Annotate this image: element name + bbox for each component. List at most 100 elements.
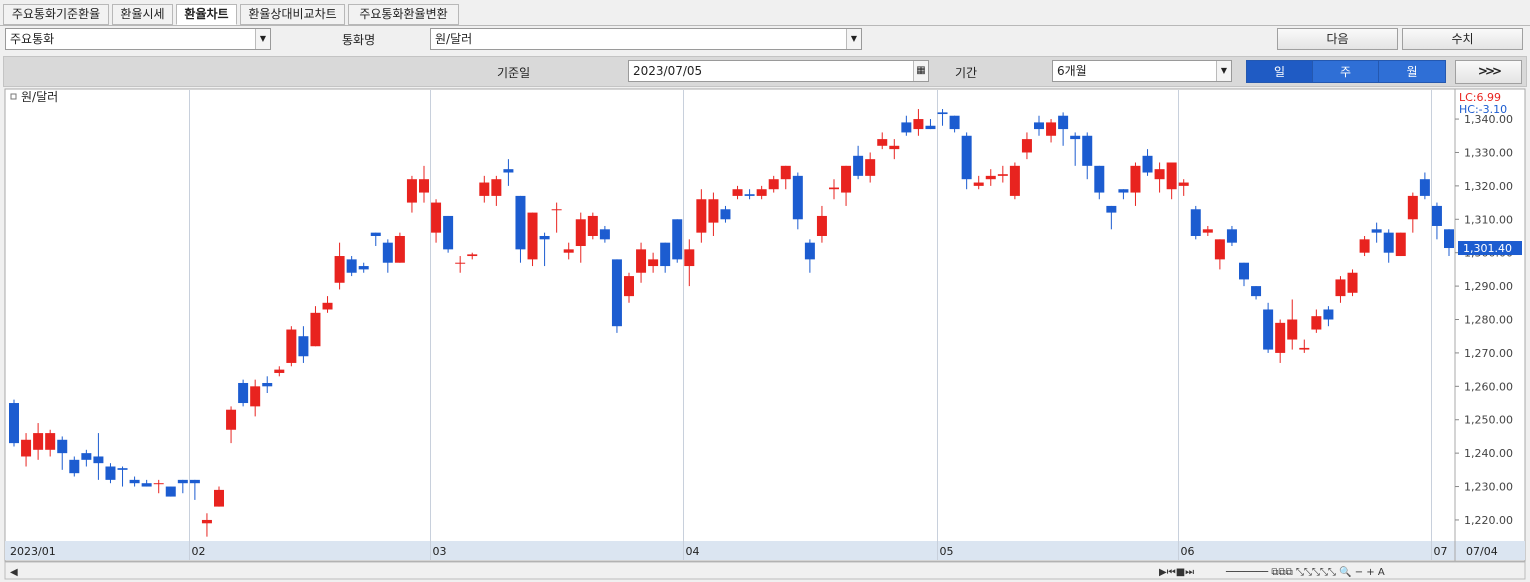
- period-button[interactable]: 월: [1378, 60, 1446, 83]
- candle-body: [768, 179, 779, 190]
- candle-body: [1130, 165, 1141, 193]
- y-tick-label: 1,270.00: [1464, 347, 1513, 360]
- candle-body: [1275, 322, 1286, 353]
- candle-body: [1419, 179, 1430, 196]
- candle-body: [45, 433, 56, 450]
- period-select[interactable]: 6개월 ▼: [1052, 60, 1232, 82]
- next-button[interactable]: 다음: [1277, 28, 1398, 50]
- candle-body: [696, 199, 707, 233]
- candle-body: [394, 235, 405, 263]
- y-tick-label: 1,310.00: [1464, 213, 1513, 226]
- values-button[interactable]: 수치: [1402, 28, 1523, 50]
- candle-body: [804, 242, 815, 260]
- candle-body: [672, 219, 683, 260]
- candle-body: [599, 229, 610, 240]
- y-tick-label: 1,220.00: [1464, 514, 1513, 527]
- x-tick-label: 04: [686, 545, 700, 558]
- scrollbar[interactable]: [4, 561, 1526, 580]
- select-text: 6개월: [1057, 64, 1087, 78]
- tab[interactable]: 환율상대비교차트: [240, 4, 345, 25]
- forward-button[interactable]: >>>: [1455, 60, 1522, 84]
- x-tick-label: 06: [1181, 545, 1195, 558]
- x-tick-label: 05: [940, 545, 954, 558]
- input-text: 2023/07/05: [633, 64, 703, 78]
- candle-body: [93, 456, 104, 464]
- candle-body: [1106, 205, 1117, 213]
- candle-body: [214, 489, 224, 507]
- candle-body: [1190, 209, 1201, 236]
- candle-body: [1082, 135, 1093, 166]
- candle-body: [310, 312, 321, 347]
- candle-body: [925, 125, 936, 130]
- candle-body: [57, 439, 68, 454]
- tab[interactable]: 환율차트: [176, 4, 237, 25]
- tab[interactable]: 주요통화환율변환: [348, 4, 459, 25]
- scroll-right[interactable]: ▶⏮■⏭: [1159, 567, 1194, 578]
- candle-body: [1070, 135, 1081, 140]
- candle-body: [829, 187, 839, 190]
- y-tick-label: 1,230.00: [1464, 481, 1513, 494]
- candle-body: [1347, 272, 1358, 293]
- candle-body: [539, 235, 550, 240]
- x-tick-label: 02: [192, 545, 206, 558]
- tab[interactable]: 환율시세: [112, 4, 173, 25]
- candle-body: [117, 468, 128, 470]
- candle-body: [1251, 286, 1262, 297]
- candle-body: [1299, 347, 1310, 350]
- candle-body: [901, 122, 912, 133]
- candle-body: [346, 259, 357, 273]
- candle-body: [226, 409, 237, 430]
- candle-body: [575, 219, 586, 247]
- y-tick-label: 1,320.00: [1464, 180, 1513, 193]
- candle-body: [1166, 162, 1177, 190]
- candle-body: [684, 249, 695, 267]
- period-label: 기간: [955, 66, 978, 80]
- candle-body: [587, 215, 598, 236]
- candle-body: [238, 382, 249, 404]
- candle-body: [1335, 279, 1346, 297]
- x-axis-band: [5, 541, 1455, 560]
- candle-body: [515, 195, 526, 250]
- y-tick-label: 1,340.00: [1464, 113, 1513, 126]
- candle-body: [262, 382, 273, 387]
- currency-group-select[interactable]: 주요통화 ▼: [5, 28, 271, 50]
- y-tick-label: 1,290.00: [1464, 280, 1513, 293]
- candle-body: [141, 483, 152, 487]
- candle-body: [298, 336, 309, 357]
- currency-select[interactable]: 원/달러 ▼: [430, 28, 862, 50]
- candle-body: [997, 174, 1008, 176]
- x-tick-label: 07: [1434, 545, 1448, 558]
- candle-body: [1444, 229, 1454, 249]
- x-axis-band: [1455, 541, 1525, 560]
- candle-body: [853, 155, 864, 176]
- currency-label: 통화명: [342, 33, 376, 47]
- candle-body: [105, 466, 116, 480]
- y-tick-label: 1,250.00: [1464, 414, 1513, 427]
- candle-body: [1202, 229, 1213, 233]
- candle-body: [756, 189, 767, 196]
- candle-body: [1178, 182, 1189, 186]
- dropdown-arrow: ▼: [846, 29, 861, 49]
- scroll-left[interactable]: ◀: [10, 567, 18, 578]
- candle-body: [563, 249, 574, 253]
- candle-body: [1431, 205, 1442, 226]
- candle-body: [865, 159, 876, 176]
- candle-body: [1214, 239, 1225, 260]
- period-button[interactable]: 주: [1312, 60, 1379, 83]
- zoom-tools[interactable]: ─────── ⧉⧉⧉ ⤡⤡⤡⤡⤡ 🔍 − + A: [1225, 565, 1385, 578]
- lc-label: LC:6.99: [1459, 91, 1501, 104]
- candle-body: [1239, 262, 1249, 280]
- candle-body: [33, 433, 44, 450]
- y-tick-label: 1,260.00: [1464, 380, 1513, 393]
- legend-label: 원/달러: [21, 90, 58, 104]
- candle-body: [189, 479, 200, 484]
- tab[interactable]: 주요통화기준환율: [3, 4, 109, 25]
- date-input[interactable]: 2023/07/05 ▦: [628, 60, 929, 82]
- last-price-label: 1,301.40: [1463, 242, 1512, 255]
- candle-body: [877, 139, 888, 146]
- candle-body: [1371, 229, 1382, 233]
- candle-body: [358, 266, 369, 270]
- candle-body: [792, 175, 803, 220]
- candle-body: [841, 165, 852, 193]
